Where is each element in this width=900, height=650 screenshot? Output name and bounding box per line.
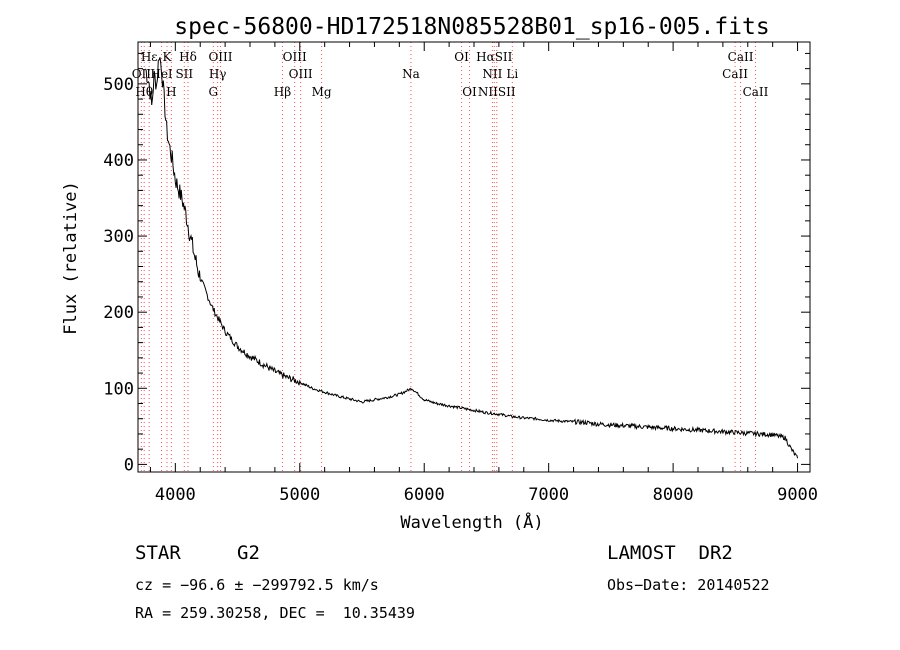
spectral-line-label: CaII: [722, 67, 748, 81]
spectral-line-label: H: [166, 85, 176, 99]
x-tick-label: 5000: [279, 485, 320, 505]
spectral-line-label: Na: [402, 67, 420, 81]
spectral-line-label: CaII: [728, 50, 754, 64]
plot-frame: [137, 41, 811, 473]
x-tick-label: 9000: [777, 485, 818, 505]
spectral-line-label: SII: [175, 67, 193, 81]
object-class: STAR: [135, 542, 181, 564]
y-axis: 0 100 200 300 400 500: [103, 52, 810, 475]
y-tick-label: 200: [103, 303, 134, 323]
spectral-line-label: Hδ: [179, 50, 197, 64]
spectral-line-label: HαSII: [476, 50, 513, 64]
spectral-line-label: OIII: [208, 50, 232, 64]
x-axis: 4000 5000 6000 7000 8000 9000: [149, 42, 818, 505]
chart-title: spec-56800-HD172518N085528B01_sp16-005.f…: [174, 14, 769, 40]
x-axis-label: Wavelength (Å): [400, 511, 543, 533]
spectral-line-label: CaII: [743, 85, 769, 99]
y-tick-label: 0: [124, 455, 134, 475]
observation-date: Obs−Date: 20140522: [607, 576, 770, 594]
spectral-line-label: OI: [454, 50, 469, 64]
y-tick-label: 300: [103, 227, 134, 247]
redshift-velocity: cz = −96.6 ± −299792.5 km/s: [135, 576, 379, 594]
x-tick-label: 8000: [653, 485, 694, 505]
y-tick-label: 500: [103, 75, 134, 95]
object-subclass: G2: [237, 542, 260, 564]
x-tick-label: 4000: [155, 485, 196, 505]
x-tick-label: 6000: [404, 485, 445, 505]
spectral-line-label: G: [208, 85, 218, 99]
spectrum-line: [145, 57, 799, 459]
spectral-line-label: NIISII: [478, 85, 516, 99]
spectral-line-label: Hγ: [209, 67, 227, 81]
ra-dec-coordinates: RA = 259.30258, DEC = 10.35439: [135, 604, 415, 622]
spectral-line-label: Hθ: [135, 85, 153, 99]
spectral-line-label: NII: [482, 67, 502, 81]
y-axis-label: Flux (relative): [61, 181, 81, 335]
spectral-line-label: Hε: [141, 50, 158, 64]
spectral-line-label: Mg: [312, 85, 332, 99]
spectral-line-label: Hβ: [274, 85, 291, 99]
y-tick-label: 100: [103, 379, 134, 399]
survey-name: LAMOST DR2: [607, 542, 733, 564]
spectral-line-label: OIII: [283, 50, 307, 64]
x-tick-label: 7000: [528, 485, 569, 505]
y-tick-label: 400: [103, 151, 134, 171]
spectral-line-markers: [140, 42, 756, 472]
spectral-line-label: OIII: [289, 67, 313, 81]
spectral-line-label: OI: [462, 85, 477, 99]
spectral-line-label: K: [163, 50, 173, 64]
spectral-line-label: Li: [506, 67, 518, 81]
